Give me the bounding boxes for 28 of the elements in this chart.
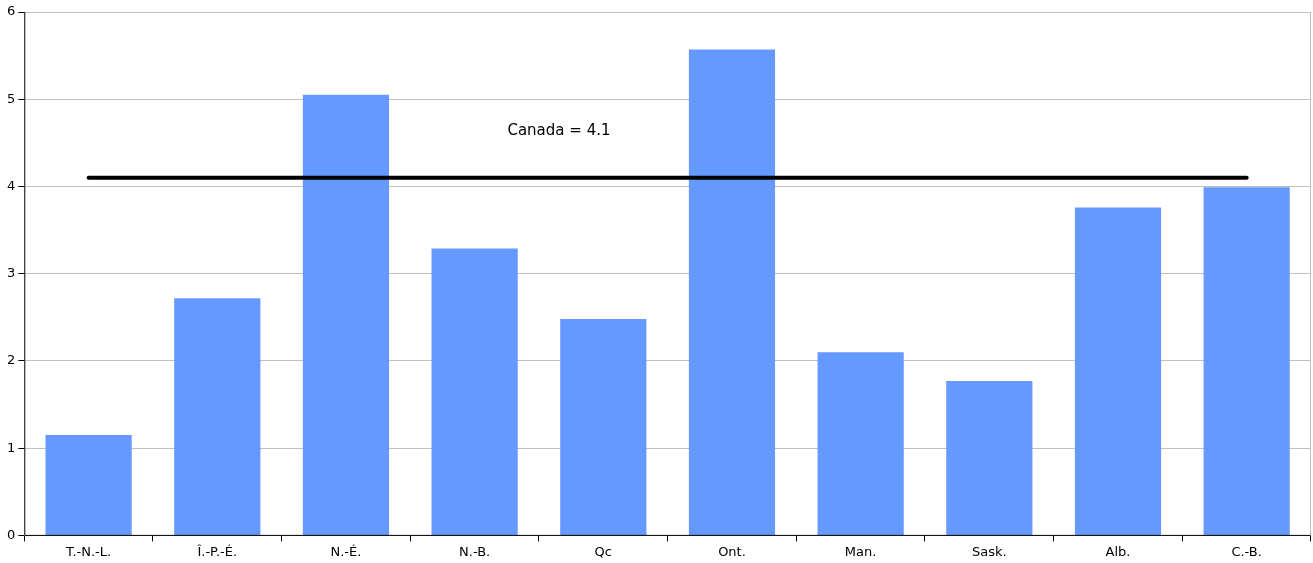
bar bbox=[1074, 207, 1162, 535]
y-tick-label: 2 bbox=[6, 352, 16, 368]
x-tick-label: Ont. bbox=[718, 543, 746, 559]
y-tick-label: 4 bbox=[6, 177, 16, 193]
bar bbox=[560, 319, 647, 535]
bar bbox=[1203, 187, 1290, 535]
x-tick-label: Alb. bbox=[1105, 543, 1131, 559]
y-tick-label: 5 bbox=[6, 90, 16, 106]
bar bbox=[302, 94, 390, 535]
x-tick-label: N.-B. bbox=[459, 543, 491, 559]
y-tick-label: 6 bbox=[6, 3, 16, 19]
x-tick-label: Man. bbox=[844, 543, 877, 559]
bar bbox=[45, 435, 132, 535]
bar bbox=[688, 49, 776, 535]
ref-line-label: Canada = 4.1 bbox=[507, 120, 611, 139]
x-tick-label: Sask. bbox=[971, 543, 1007, 559]
bar bbox=[817, 352, 904, 535]
bar bbox=[431, 248, 518, 535]
x-tick-label: Î.-P.-É. bbox=[196, 543, 238, 559]
y-tick-label: 0 bbox=[6, 526, 16, 542]
x-tick-label: C.-B. bbox=[1231, 543, 1262, 559]
y-tick-label: 1 bbox=[6, 439, 16, 455]
y-tick-label: 3 bbox=[6, 265, 16, 281]
x-tick-label: T.-N.-L. bbox=[65, 543, 112, 559]
x-tick-label: Qc bbox=[594, 543, 612, 559]
bar bbox=[946, 381, 1033, 535]
bar bbox=[174, 298, 261, 535]
x-tick-label: N.-É. bbox=[330, 543, 362, 559]
